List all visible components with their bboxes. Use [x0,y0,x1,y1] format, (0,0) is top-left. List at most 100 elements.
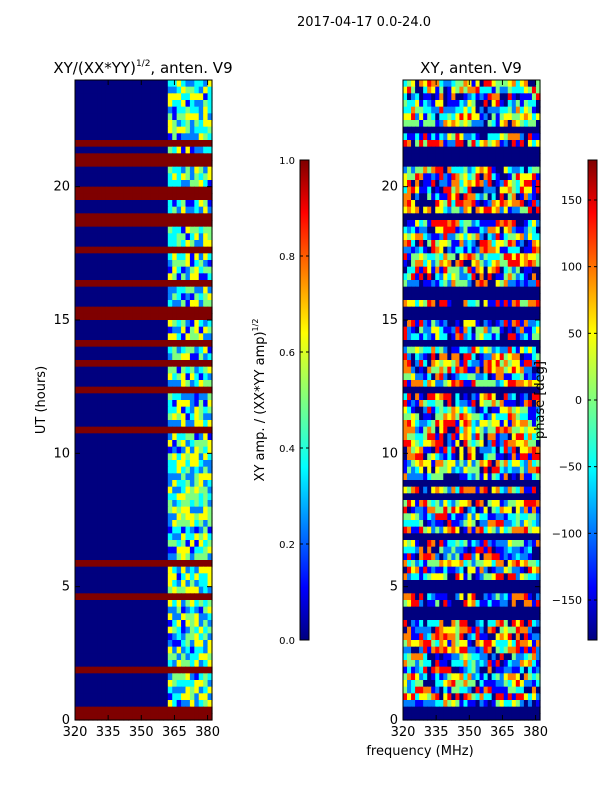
amplitude-heatmap-cell [172,566,178,574]
amplitude-heatmap-cell [163,286,169,294]
amplitude-heatmap-cell [141,106,147,114]
phase-heatmap-cell [495,333,501,341]
amplitude-heatmap-cell [110,433,116,441]
amplitude-heatmap-cell [158,213,164,221]
amplitude-heatmap-cell [97,260,103,268]
phase-heatmap-cell [419,240,424,248]
amplitude-heatmap-cell [176,533,182,541]
amplitude-heatmap-cell [92,533,98,541]
phase-heatmap-cell [483,386,489,394]
amplitude-heatmap-cell [136,560,142,568]
amplitude-heatmap-cell [167,273,173,281]
phase-heatmap-cell [495,80,501,88]
amplitude-heatmap-cell [150,160,156,168]
phase-heatmap-cell [523,393,529,401]
amplitude-heatmap-cell [194,160,200,168]
amplitude-heatmap-cell [154,573,160,581]
amplitude-heatmap-cell [163,293,169,301]
phase-heatmap-cell [467,260,473,268]
amplitude-heatmap-cell [207,353,213,361]
phase-heatmap-cell [479,406,485,414]
amplitude-heatmap-cell [176,413,182,421]
phase-heatmap-cell [471,366,477,374]
amplitude-heatmap-cell [154,313,160,321]
phase-heatmap-cell [491,360,497,368]
amplitude-heatmap-cell [88,253,94,261]
phase-heatmap-cell [459,120,465,128]
amplitude-heatmap-cell [172,400,178,408]
phase-heatmap-cell [507,313,513,321]
amplitude-heatmap-cell [154,633,160,641]
phase-heatmap-cell [527,293,533,301]
amplitude-heatmap-cell [185,360,191,368]
amplitude-heatmap-cell [194,126,200,134]
phase-heatmap-cell [403,180,408,188]
amplitude-heatmap-cell [119,680,125,688]
amplitude-heatmap-cell [136,166,142,174]
phase-heatmap-cell [515,346,521,354]
amplitude-heatmap-cell [75,320,81,328]
amplitude-heatmap-cell [203,673,209,681]
amplitude-heatmap-cell [123,173,129,181]
phase-heatmap-cell [483,153,489,161]
amplitude-heatmap-cell [194,506,200,514]
phase-heatmap-cell [415,206,420,214]
amplitude-heatmap-cell [185,366,191,374]
amplitude-heatmap-cell [194,120,200,128]
phase-heatmap-cell [483,280,489,288]
amplitude-heatmap-cell [189,460,195,468]
amplitude-heatmap-cell [83,166,89,174]
amplitude-heatmap-cell [154,333,160,341]
phase-heatmap-cell [435,380,440,388]
phase-heatmap-cell [431,180,436,188]
amplitude-heatmap-cell [167,120,173,128]
amplitude-heatmap-cell [154,700,160,708]
amplitude-heatmap-cell [110,120,116,128]
amplitude-heatmap-cell [119,573,125,581]
phase-heatmap-cell [427,206,432,214]
phase-heatmap-cell [499,240,505,248]
phase-heatmap-cell [523,440,529,448]
amplitude-heatmap-cell [92,633,98,641]
amplitude-heatmap-cell [141,706,147,714]
amplitude-heatmap-cell [136,413,142,421]
amplitude-heatmap-cell [163,606,169,614]
amplitude-heatmap-cell [119,253,125,261]
phase-heatmap-cell [535,393,541,401]
amplitude-heatmap-cell [145,100,151,108]
amplitude-heatmap-cell [185,446,191,454]
phase-heatmap-cell [411,426,416,434]
phase-heatmap-cell [455,220,461,228]
phase-heatmap-cell [507,426,513,434]
phase-heatmap-cell [495,320,501,328]
phase-heatmap-cell [439,313,444,321]
amplitude-heatmap-cell [97,493,103,501]
phase-heatmap-cell [503,106,509,114]
phase-heatmap-cell [475,166,481,174]
amplitude-heatmap-cell [136,653,142,661]
phase-heatmap-cell [439,240,444,248]
phase-heatmap-cell [475,453,481,461]
phase-heatmap-cell [523,93,529,101]
phase-heatmap-cell [467,226,473,234]
amplitude-heatmap-cell [132,573,138,581]
phase-heatmap-cell [403,80,408,88]
phase-heatmap-cell [455,386,461,394]
phase-heatmap-cell [455,173,461,181]
amplitude-heatmap-cell [92,486,98,494]
amplitude-heatmap-cell [198,526,204,534]
amplitude-heatmap-cell [189,673,195,681]
phase-heatmap-cell [431,253,436,261]
phase-heatmap-cell [531,153,537,161]
amplitude-heatmap-cell [105,600,111,608]
phase-heatmap-cell [535,220,541,228]
amplitude-heatmap-cell [128,580,134,588]
amplitude-heatmap-cell [158,406,164,414]
amplitude-heatmap-cell [145,493,151,501]
amplitude-heatmap-cell [114,406,120,414]
amplitude-heatmap-cell [150,80,156,88]
amplitude-heatmap-cell [203,666,209,674]
phase-heatmap-cell [499,333,505,341]
phase-heatmap-cell [463,406,469,414]
amplitude-heatmap-cell [154,273,160,281]
